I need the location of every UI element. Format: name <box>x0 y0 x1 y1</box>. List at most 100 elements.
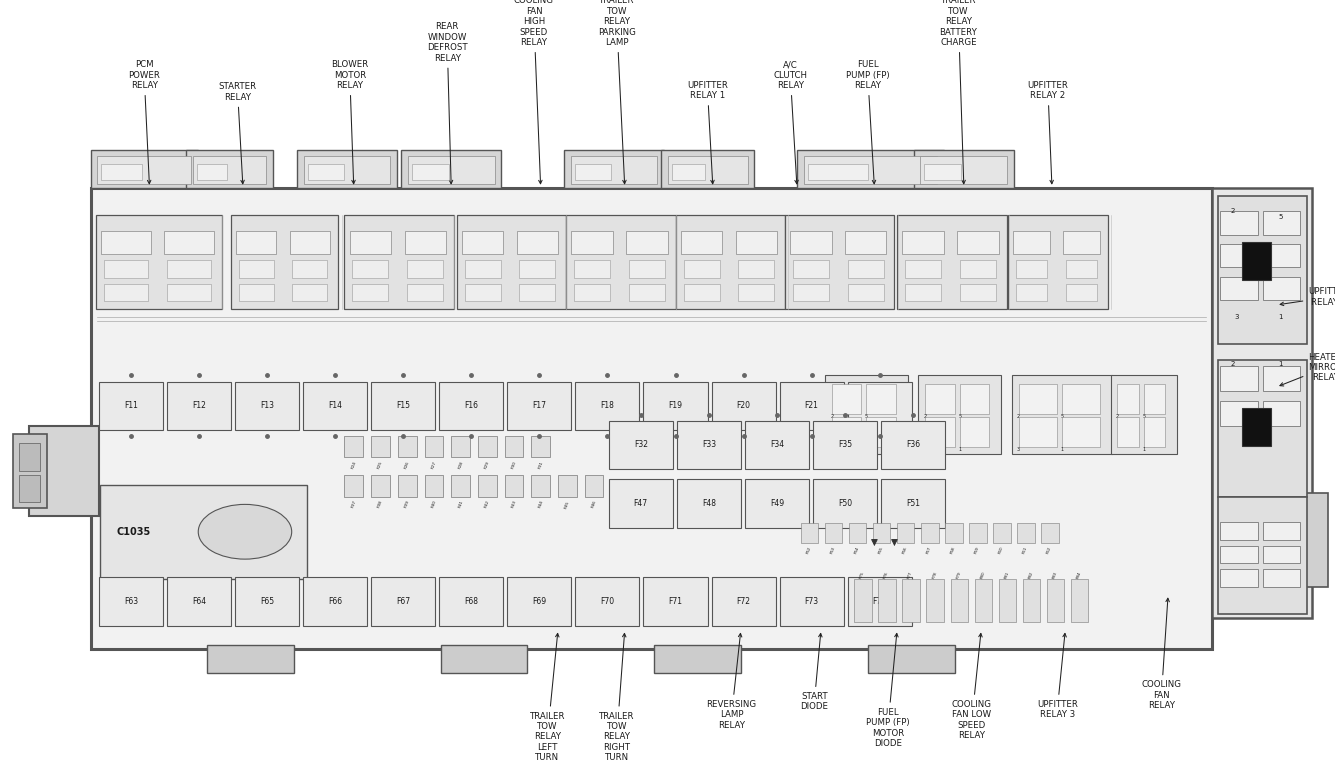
Text: REVERSING
LAMP
RELAY: REVERSING LAMP RELAY <box>706 633 757 730</box>
Text: F13: F13 <box>260 401 274 411</box>
Text: F41: F41 <box>458 500 463 509</box>
Text: 5: 5 <box>959 414 961 419</box>
Bar <box>975 579 992 622</box>
Bar <box>626 231 668 254</box>
Bar <box>712 382 776 430</box>
Bar <box>457 215 566 309</box>
Bar <box>371 382 435 430</box>
Text: TRAILER
TOW
RELAY
BATTERY
CHARGE: TRAILER TOW RELAY BATTERY CHARGE <box>940 0 977 184</box>
Text: FUEL
PUMP (FP)
MOTOR
DIODE: FUEL PUMP (FP) MOTOR DIODE <box>866 633 909 748</box>
Text: F38: F38 <box>378 500 383 509</box>
Text: F43: F43 <box>511 500 517 509</box>
Bar <box>1012 375 1112 454</box>
Bar <box>575 577 639 626</box>
Text: F73: F73 <box>805 597 818 606</box>
Text: F14: F14 <box>328 401 342 411</box>
Bar <box>239 284 274 301</box>
Bar <box>629 260 665 278</box>
Bar <box>1263 211 1300 235</box>
Bar <box>643 382 708 430</box>
Bar <box>1065 260 1097 278</box>
Bar <box>1263 401 1300 426</box>
Bar <box>1263 244 1300 267</box>
Text: F54: F54 <box>854 547 860 554</box>
Bar <box>344 475 363 497</box>
Text: F15: F15 <box>396 401 410 411</box>
Bar <box>643 577 708 626</box>
Bar <box>1019 418 1057 447</box>
Bar <box>609 479 673 528</box>
Text: F49: F49 <box>770 499 784 508</box>
Bar <box>1218 360 1307 497</box>
Bar <box>1023 579 1040 622</box>
Bar <box>951 579 968 622</box>
Text: F70: F70 <box>601 597 614 606</box>
Text: F18: F18 <box>601 401 614 411</box>
Bar <box>439 577 503 626</box>
Text: UPFITTER
RELAY 1: UPFITTER RELAY 1 <box>688 81 728 184</box>
Text: 5: 5 <box>1278 214 1283 221</box>
Bar <box>1263 277 1300 300</box>
Bar <box>352 284 388 301</box>
Bar <box>1220 401 1258 426</box>
Bar <box>413 164 449 180</box>
Bar <box>1218 497 1307 614</box>
Text: F29: F29 <box>485 461 490 470</box>
Bar <box>1220 522 1258 540</box>
Bar <box>298 150 398 188</box>
Text: F28: F28 <box>458 461 463 470</box>
Bar <box>1016 260 1048 278</box>
Bar <box>1063 384 1100 414</box>
Bar <box>1144 384 1165 414</box>
Bar <box>425 436 443 457</box>
Text: F76: F76 <box>884 571 889 579</box>
Text: F34: F34 <box>770 440 784 450</box>
Bar <box>780 577 844 626</box>
Bar <box>517 231 558 254</box>
Bar <box>371 475 390 497</box>
Text: F59: F59 <box>975 547 980 554</box>
Bar <box>99 382 163 430</box>
Bar <box>825 375 908 454</box>
Bar <box>925 384 955 414</box>
Bar <box>924 164 961 180</box>
Text: F12: F12 <box>192 401 206 411</box>
Bar <box>677 479 741 528</box>
Bar <box>1263 546 1300 563</box>
Bar <box>849 523 866 543</box>
Bar <box>801 523 818 543</box>
Bar <box>398 475 417 497</box>
Text: TRAILER
TOW
RELAY
RIGHT
TURN: TRAILER TOW RELAY RIGHT TURN <box>599 633 634 762</box>
Bar <box>402 150 502 188</box>
Bar <box>239 260 274 278</box>
Text: F33: F33 <box>702 440 716 450</box>
Bar <box>571 231 613 254</box>
Bar <box>1111 375 1177 454</box>
Bar <box>684 284 720 301</box>
Text: F81: F81 <box>1004 571 1009 579</box>
Bar <box>19 443 40 471</box>
Text: F31: F31 <box>538 461 543 470</box>
Text: UPFITTER
RELAY 2: UPFITTER RELAY 2 <box>1028 81 1068 184</box>
Bar <box>1117 384 1139 414</box>
Bar <box>1041 523 1059 543</box>
Bar <box>19 475 40 502</box>
Bar <box>960 418 989 447</box>
Bar <box>478 475 497 497</box>
Bar <box>1220 244 1258 267</box>
Text: 1: 1 <box>1143 447 1145 452</box>
Bar <box>409 156 495 184</box>
Bar <box>897 523 914 543</box>
Bar <box>878 579 896 622</box>
Bar <box>661 150 754 188</box>
Bar <box>236 231 276 254</box>
Text: F84: F84 <box>1076 571 1081 579</box>
Bar <box>574 284 610 301</box>
Text: F19: F19 <box>669 401 682 411</box>
Bar <box>97 156 191 184</box>
Text: 1: 1 <box>959 447 961 452</box>
Bar <box>684 260 720 278</box>
Text: 2: 2 <box>924 414 926 419</box>
Bar <box>813 421 877 469</box>
Text: F51: F51 <box>906 499 920 508</box>
